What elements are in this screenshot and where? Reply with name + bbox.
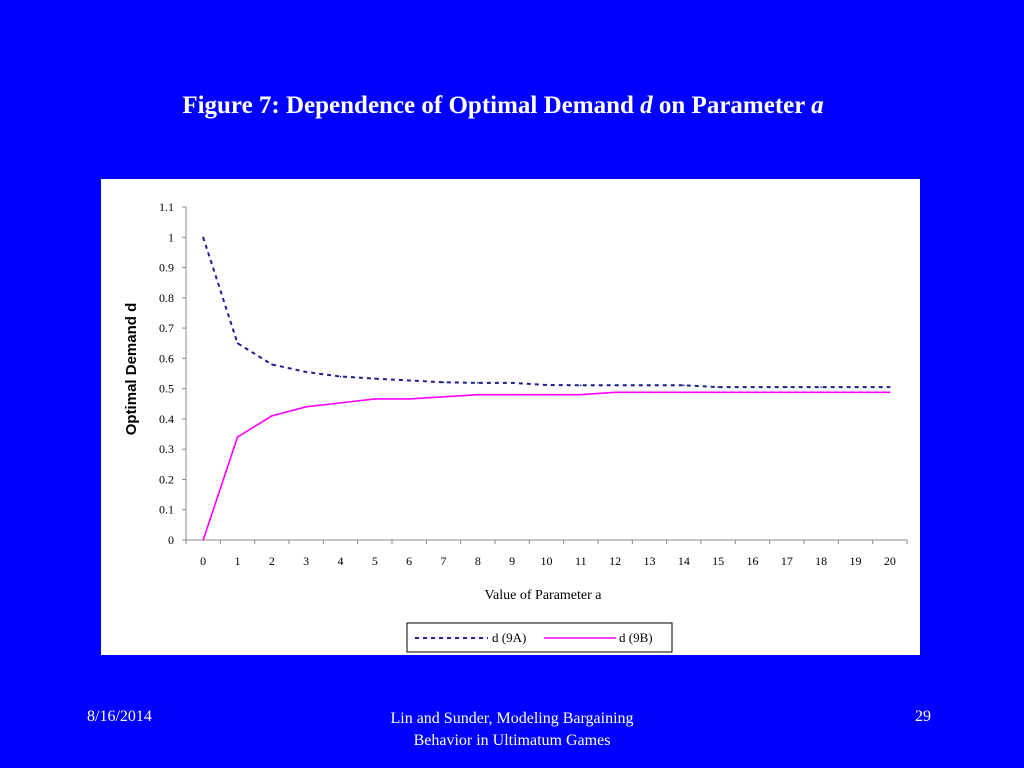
y-tick-label: 0.6 — [159, 351, 174, 365]
y-tick-label: 1.1 — [159, 200, 174, 214]
y-tick-label: 0.1 — [159, 503, 174, 517]
title-variable-d: d — [640, 92, 653, 119]
data-point-d-9b — [339, 402, 342, 404]
data-point-d-9b — [786, 391, 788, 394]
x-tick-label: 4 — [338, 554, 344, 568]
y-tick-label: 0.3 — [159, 442, 174, 456]
data-point-d-9a — [442, 381, 445, 384]
x-tick-label: 7 — [441, 554, 447, 568]
data-point-d-9b — [408, 398, 410, 400]
y-tick-label: 0.7 — [159, 321, 174, 335]
data-point-d-9b — [648, 391, 651, 394]
data-point-d-9a — [339, 375, 342, 378]
data-point-d-9a — [751, 386, 754, 388]
y-tick-label: 1 — [168, 230, 174, 244]
data-point-d-9a — [511, 382, 513, 384]
y-tick-label: 0 — [168, 533, 174, 547]
x-tick-label: 6 — [406, 554, 412, 568]
legend-box — [406, 622, 673, 653]
x-tick-label: 0 — [200, 554, 206, 568]
data-point-d-9b — [442, 396, 445, 398]
data-point-d-9a — [305, 371, 307, 373]
data-point-d-9a — [580, 384, 582, 387]
footer-page-number: 29 — [915, 708, 931, 725]
y-tick-label: 0.4 — [159, 412, 174, 426]
x-tick-label: 20 — [884, 554, 896, 568]
data-point-d-9b — [683, 391, 685, 394]
y-axis-label: Optimal Demand d — [123, 303, 140, 436]
footer-date: 8/16/2014 — [87, 708, 152, 725]
x-tick-label: 8 — [475, 554, 481, 568]
data-point-d-9b — [580, 393, 582, 396]
footer-citation: Lin and Sunder, Modeling Bargaining Beha… — [312, 708, 712, 752]
data-point-d-9a — [683, 384, 685, 387]
data-point-d-9a — [374, 377, 376, 380]
x-tick-label: 11 — [575, 554, 587, 568]
data-point-d-9b — [545, 393, 548, 396]
data-point-d-9b — [820, 391, 822, 394]
data-point-d-9a — [820, 386, 822, 388]
data-point-d-9b — [236, 436, 239, 438]
x-tick-label: 16 — [747, 554, 759, 568]
footer-citation-line1: Lin and Sunder, Modeling Bargaining — [390, 710, 634, 727]
series-line-d-9a — [202, 236, 890, 389]
data-point-d-9b — [614, 391, 616, 394]
series-lines — [202, 236, 891, 541]
legend-label-d-9a: d (9A) — [492, 630, 526, 645]
y-tick-label: 0.2 — [159, 472, 174, 486]
x-tick-label: 18 — [815, 554, 827, 568]
data-point-d-9a — [202, 236, 204, 239]
footer-citation-line2: Behavior in Ultimatum Games — [413, 732, 611, 749]
y-tick-label: 0.5 — [159, 382, 174, 396]
legend-label-d-9b: d (9B) — [619, 630, 653, 645]
data-point-d-9b — [717, 391, 719, 394]
x-tick-label: 19 — [850, 554, 862, 568]
axes — [182, 206, 908, 544]
legend: d (9A) d (9B) — [406, 622, 673, 653]
data-point-d-9b — [477, 393, 479, 396]
data-point-d-9b — [374, 398, 376, 400]
title-text: Figure 7: Dependence of Optimal Demand — [182, 92, 641, 119]
data-point-d-9b — [305, 406, 307, 408]
data-point-d-9b — [889, 391, 891, 394]
x-tick-label: 12 — [609, 554, 621, 568]
data-point-d-9b — [271, 415, 273, 417]
data-point-d-9a — [786, 386, 788, 388]
title-variable-a: a — [811, 92, 824, 119]
y-tick-label: 0.8 — [159, 291, 174, 305]
x-tick-label: 1 — [235, 554, 241, 568]
chart-panel: 0 0.1 0.2 0.3 0.4 0.5 0.6 0.7 0.8 0.9 1 1.1 0 1 2 3 4 5 6 7… — [101, 179, 920, 655]
data-point-d-9b — [511, 393, 513, 396]
series-line-d-9b — [202, 391, 890, 541]
data-point-d-9a — [545, 384, 548, 386]
data-point-d-9a — [271, 363, 273, 366]
data-point-d-9b — [854, 391, 857, 394]
slide-title: Figure 7: Dependence of Optimal Demand d… — [0, 92, 1006, 120]
x-tick-label: 3 — [303, 554, 309, 568]
tick-labels: 00.10.20.30.40.50.60.70.80.911.10 1 2 3 4 5 6 7… — [159, 200, 896, 568]
x-tick-label: 9 — [509, 554, 515, 568]
y-tick-label: 0.9 — [159, 261, 174, 275]
data-point-d-9a — [648, 384, 651, 387]
data-point-d-9b — [751, 391, 754, 394]
x-tick-label: 17 — [781, 554, 793, 568]
data-point-d-9a — [854, 386, 857, 388]
data-point-d-9a — [408, 379, 410, 382]
x-tick-label: 5 — [372, 554, 378, 568]
line-chart: 00.10.20.30.40.50.60.70.80.911.10 1 2 3 4 5 6 7… — [123, 200, 908, 653]
x-tick-label: 10 — [541, 554, 553, 568]
x-tick-label: 14 — [678, 554, 690, 568]
data-point-d-9a — [477, 382, 479, 384]
data-point-d-9a — [889, 386, 891, 388]
x-axis-label: Value of Parameter a — [485, 588, 603, 603]
title-text-mid: on Parameter — [652, 92, 812, 119]
x-tick-label: 13 — [644, 554, 656, 568]
data-point-d-9a — [236, 342, 239, 345]
x-tick-label: 15 — [712, 554, 724, 568]
data-point-d-9a — [614, 384, 616, 387]
data-point-d-9b — [202, 539, 204, 541]
data-point-d-9a — [717, 386, 719, 388]
x-tick-label: 2 — [269, 554, 275, 568]
